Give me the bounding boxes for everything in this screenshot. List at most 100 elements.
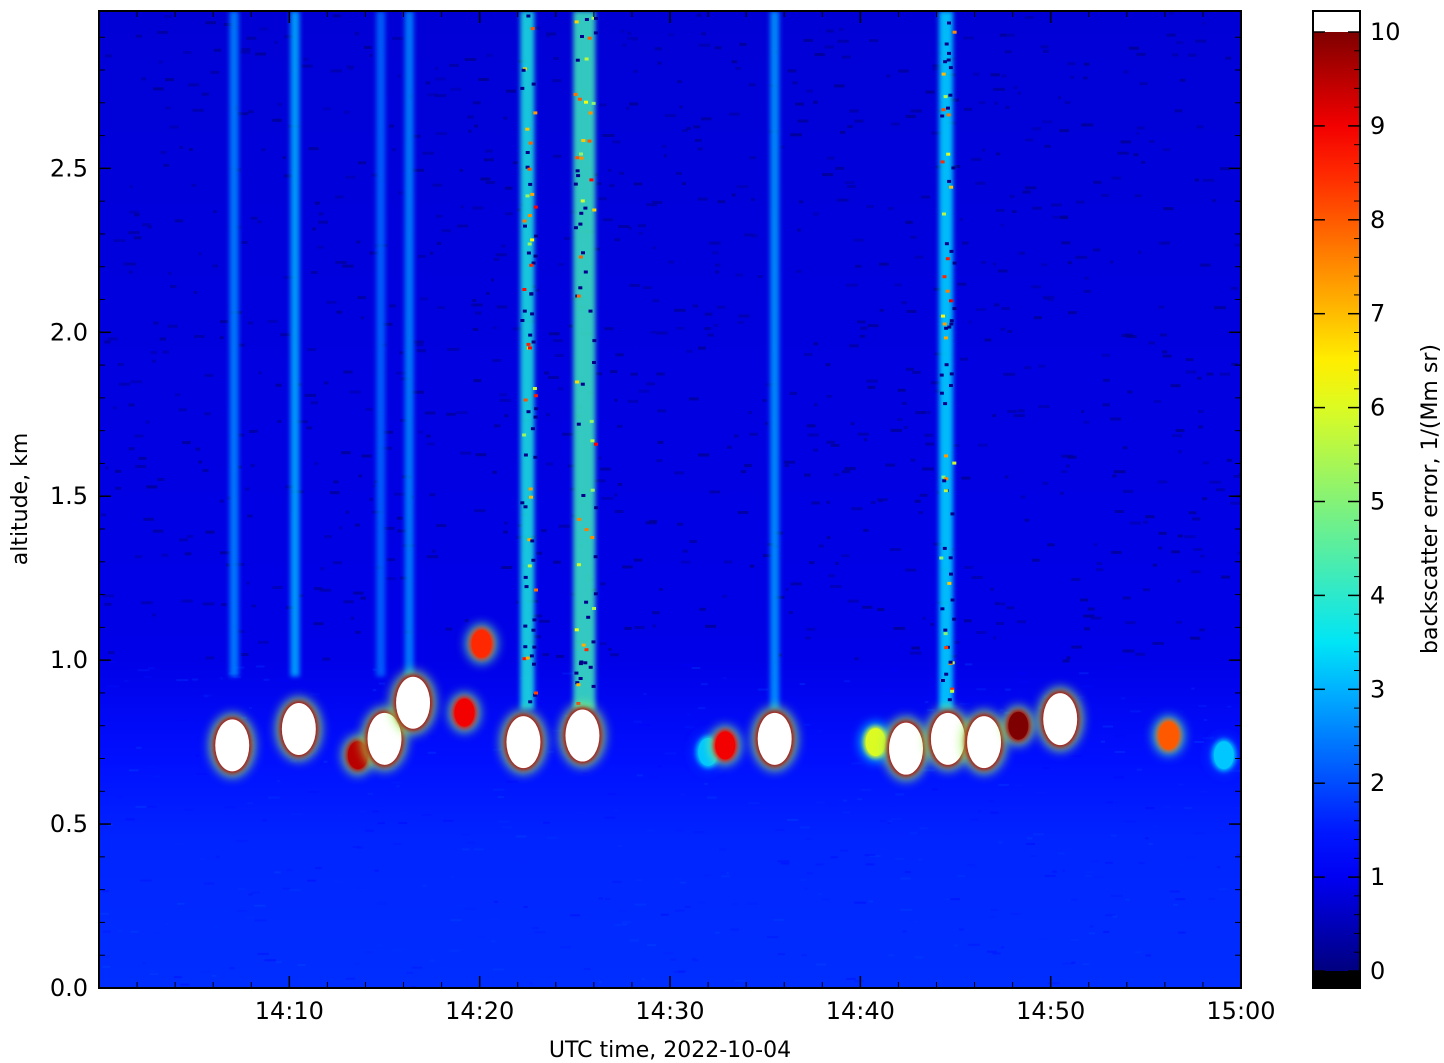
texture-cell [860, 788, 872, 791]
heatmap-cloud-patches [209, 623, 1240, 781]
texture-cell [905, 367, 914, 371]
texture-cell [517, 524, 523, 527]
texture-cell [622, 565, 633, 569]
texture-cell [914, 499, 921, 503]
texture-cell [427, 93, 438, 97]
texture-cell [1162, 350, 1168, 354]
texture-cell [148, 969, 157, 972]
texture-cell [493, 424, 501, 428]
texture-cell [498, 747, 503, 750]
streak-speckle [939, 391, 944, 395]
texture-cell [1083, 76, 1088, 80]
streak-speckle [947, 179, 952, 183]
streak-speckle [947, 325, 952, 329]
texture-cell [1114, 510, 1124, 513]
texture-cell [317, 245, 324, 249]
texture-cell [426, 434, 431, 438]
texture-cell [134, 555, 143, 559]
texture-cell [1042, 120, 1053, 124]
cloud-core-10 [715, 731, 736, 760]
streak-speckle [943, 489, 948, 493]
texture-cell [210, 70, 220, 74]
texture-cell [540, 801, 544, 804]
texture-cell [389, 124, 394, 128]
texture-cell [816, 963, 827, 966]
cloud-core-15 [967, 716, 1002, 769]
texture-cell [349, 390, 361, 394]
texture-cell [885, 463, 896, 467]
texture-cell [661, 144, 667, 148]
texture-cell [713, 323, 719, 327]
streak-speckle [591, 101, 596, 105]
texture-cell [813, 448, 819, 452]
texture-cell [102, 890, 109, 893]
streak-speckle [532, 618, 537, 622]
texture-cell [1032, 206, 1042, 210]
texture-cell [992, 414, 996, 418]
texture-cell [1163, 207, 1174, 211]
streak-speckle [949, 384, 953, 387]
texture-cell [1066, 656, 1071, 660]
texture-cell [627, 36, 634, 40]
texture-cell [138, 456, 147, 460]
texture-cell [1167, 935, 1171, 938]
texture-cell [378, 682, 385, 685]
texture-cell [971, 157, 982, 161]
texture-cell [691, 957, 696, 960]
texture-cell [868, 900, 874, 903]
texture-cell [179, 146, 183, 149]
streak-speckle [947, 51, 951, 55]
texture-cell [652, 246, 656, 250]
texture-cell [1170, 384, 1181, 388]
texture-cell [805, 636, 811, 640]
texture-cell [342, 264, 354, 268]
streak-speckle [942, 322, 947, 326]
texture-cell [1105, 861, 1113, 864]
texture-cell [1197, 376, 1202, 380]
texture-cell [391, 781, 402, 784]
streak-speckle [525, 194, 530, 198]
texture-cell [866, 985, 878, 988]
texture-cell [599, 103, 607, 107]
texture-cell [1237, 551, 1241, 555]
texture-cell [306, 426, 313, 430]
texture-cell [1043, 767, 1050, 769]
texture-cell [1070, 755, 1082, 758]
texture-cell [890, 817, 902, 820]
texture-cell [804, 723, 811, 726]
texture-cell [859, 334, 866, 338]
texture-cell [1060, 216, 1068, 220]
texture-cell [478, 78, 489, 81]
texture-cell [1062, 962, 1073, 965]
texture-cell [1048, 298, 1054, 302]
streak-speckle [534, 588, 538, 592]
texture-cell [1014, 784, 1024, 787]
streak-speckle [944, 672, 949, 676]
texture-cell [256, 665, 265, 668]
texture-cell [1173, 903, 1179, 906]
streak-speckle [529, 495, 533, 499]
texture-cell [1230, 501, 1241, 505]
texture-cell [826, 394, 833, 398]
texture-cell [811, 501, 820, 505]
texture-cell [543, 821, 550, 824]
texture-cell [400, 418, 407, 422]
streak-speckle [949, 185, 954, 189]
texture-cell [459, 451, 472, 455]
texture-cell [389, 304, 396, 308]
texture-cell [1191, 687, 1195, 690]
texture-cell [1035, 791, 1047, 794]
texture-cell [952, 165, 961, 168]
streak-speckle [943, 336, 948, 340]
texture-cell [1209, 480, 1221, 484]
texture-cell [329, 491, 340, 495]
texture-cell [214, 926, 219, 929]
texture-cell [1159, 241, 1171, 245]
streak-speckle [952, 307, 957, 311]
texture-cell [474, 124, 478, 128]
texture-cell [204, 412, 211, 416]
streak-speckle [530, 427, 535, 431]
streak-speckle [578, 222, 583, 226]
texture-cell [128, 231, 140, 235]
texture-cell [1113, 470, 1126, 474]
